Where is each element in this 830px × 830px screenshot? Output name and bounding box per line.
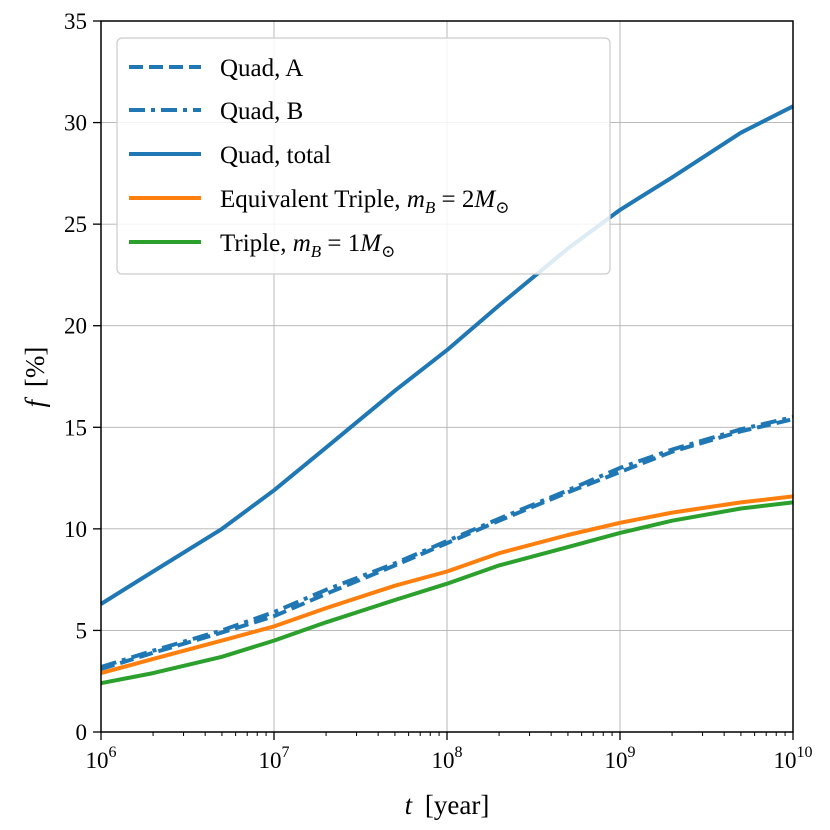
y-tick-label: 20 xyxy=(64,314,87,339)
x-tick-exponent: 9 xyxy=(628,744,636,761)
legend-box xyxy=(116,37,611,275)
legend-mass: M xyxy=(359,230,382,257)
series-line-3 xyxy=(100,494,794,676)
x-tick-base: 10 xyxy=(605,748,628,773)
x-tick-base: 10 xyxy=(86,748,109,773)
y-tick-label: 25 xyxy=(64,212,87,237)
x-axis-var: t xyxy=(405,790,414,820)
legend-equals: = 2 xyxy=(435,186,474,213)
y-tick-label: 35 xyxy=(64,9,87,34)
legend-math: m xyxy=(293,230,311,257)
x-tick-base: 10 xyxy=(432,748,455,773)
x-tick-exponent: 8 xyxy=(455,744,463,761)
x-tick-label: 106 xyxy=(86,744,117,773)
legend-label-3: Equivalent Triple, mB = 2M⊙ xyxy=(220,186,509,217)
legend-text: Equivalent Triple, xyxy=(220,186,407,213)
legend-text: Quad, A xyxy=(220,55,303,82)
legend-equals: = 1 xyxy=(321,230,360,257)
x-tick-label: 108 xyxy=(432,744,463,773)
x-axis-label: t [year] xyxy=(405,790,490,820)
series-line-4 xyxy=(100,500,794,686)
axis-ticks xyxy=(93,20,794,740)
x-tick-label: 1010 xyxy=(774,744,813,773)
y-tick-label: 30 xyxy=(64,111,87,136)
legend-entries: Quad, A Quad, B Quad, total Equivalent Trip… xyxy=(129,55,509,261)
x-axis-unit: [year] xyxy=(425,790,489,820)
series-layer xyxy=(99,104,794,686)
y-tick-label: 15 xyxy=(64,415,87,440)
y-tick-label: 5 xyxy=(76,618,88,643)
y-axis-unit: [%] xyxy=(20,347,50,387)
legend-label-1: Quad, B xyxy=(220,98,303,125)
y-tick-label: 0 xyxy=(76,720,88,745)
x-tick-base: 10 xyxy=(259,748,282,773)
legend-mass: M xyxy=(473,186,496,213)
x-tick-exponent: 10 xyxy=(797,744,813,761)
legend: Quad, A Quad, B Quad, total Equivalent Trip… xyxy=(116,37,611,275)
x-tick-label: 107 xyxy=(259,744,290,773)
x-tick-exponent: 6 xyxy=(109,744,117,761)
legend-subscript: B xyxy=(311,242,322,261)
x-tick-label: 109 xyxy=(605,744,636,773)
legend-sun-symbol: ⊙ xyxy=(381,242,395,261)
y-tick-label: 10 xyxy=(64,517,87,542)
legend-text: Quad, total xyxy=(220,142,331,169)
y-axis-label: f [%] xyxy=(20,347,50,408)
legend-label-0: Quad, A xyxy=(220,55,303,82)
legend-label-4: Triple, mB = 1M⊙ xyxy=(220,230,395,261)
x-tick-base: 10 xyxy=(774,748,797,773)
legend-sun-symbol: ⊙ xyxy=(495,198,509,217)
y-axis-var: f xyxy=(20,396,50,407)
series-line-1 xyxy=(100,415,794,669)
legend-label-2: Quad, total xyxy=(220,142,331,169)
legend-subscript: B xyxy=(425,198,436,217)
legend-text: Quad, B xyxy=(220,98,303,125)
x-tick-exponent: 7 xyxy=(282,744,290,761)
legend-math: m xyxy=(407,186,425,213)
legend-text: Triple, xyxy=(220,230,293,257)
series-line-2 xyxy=(99,104,794,606)
